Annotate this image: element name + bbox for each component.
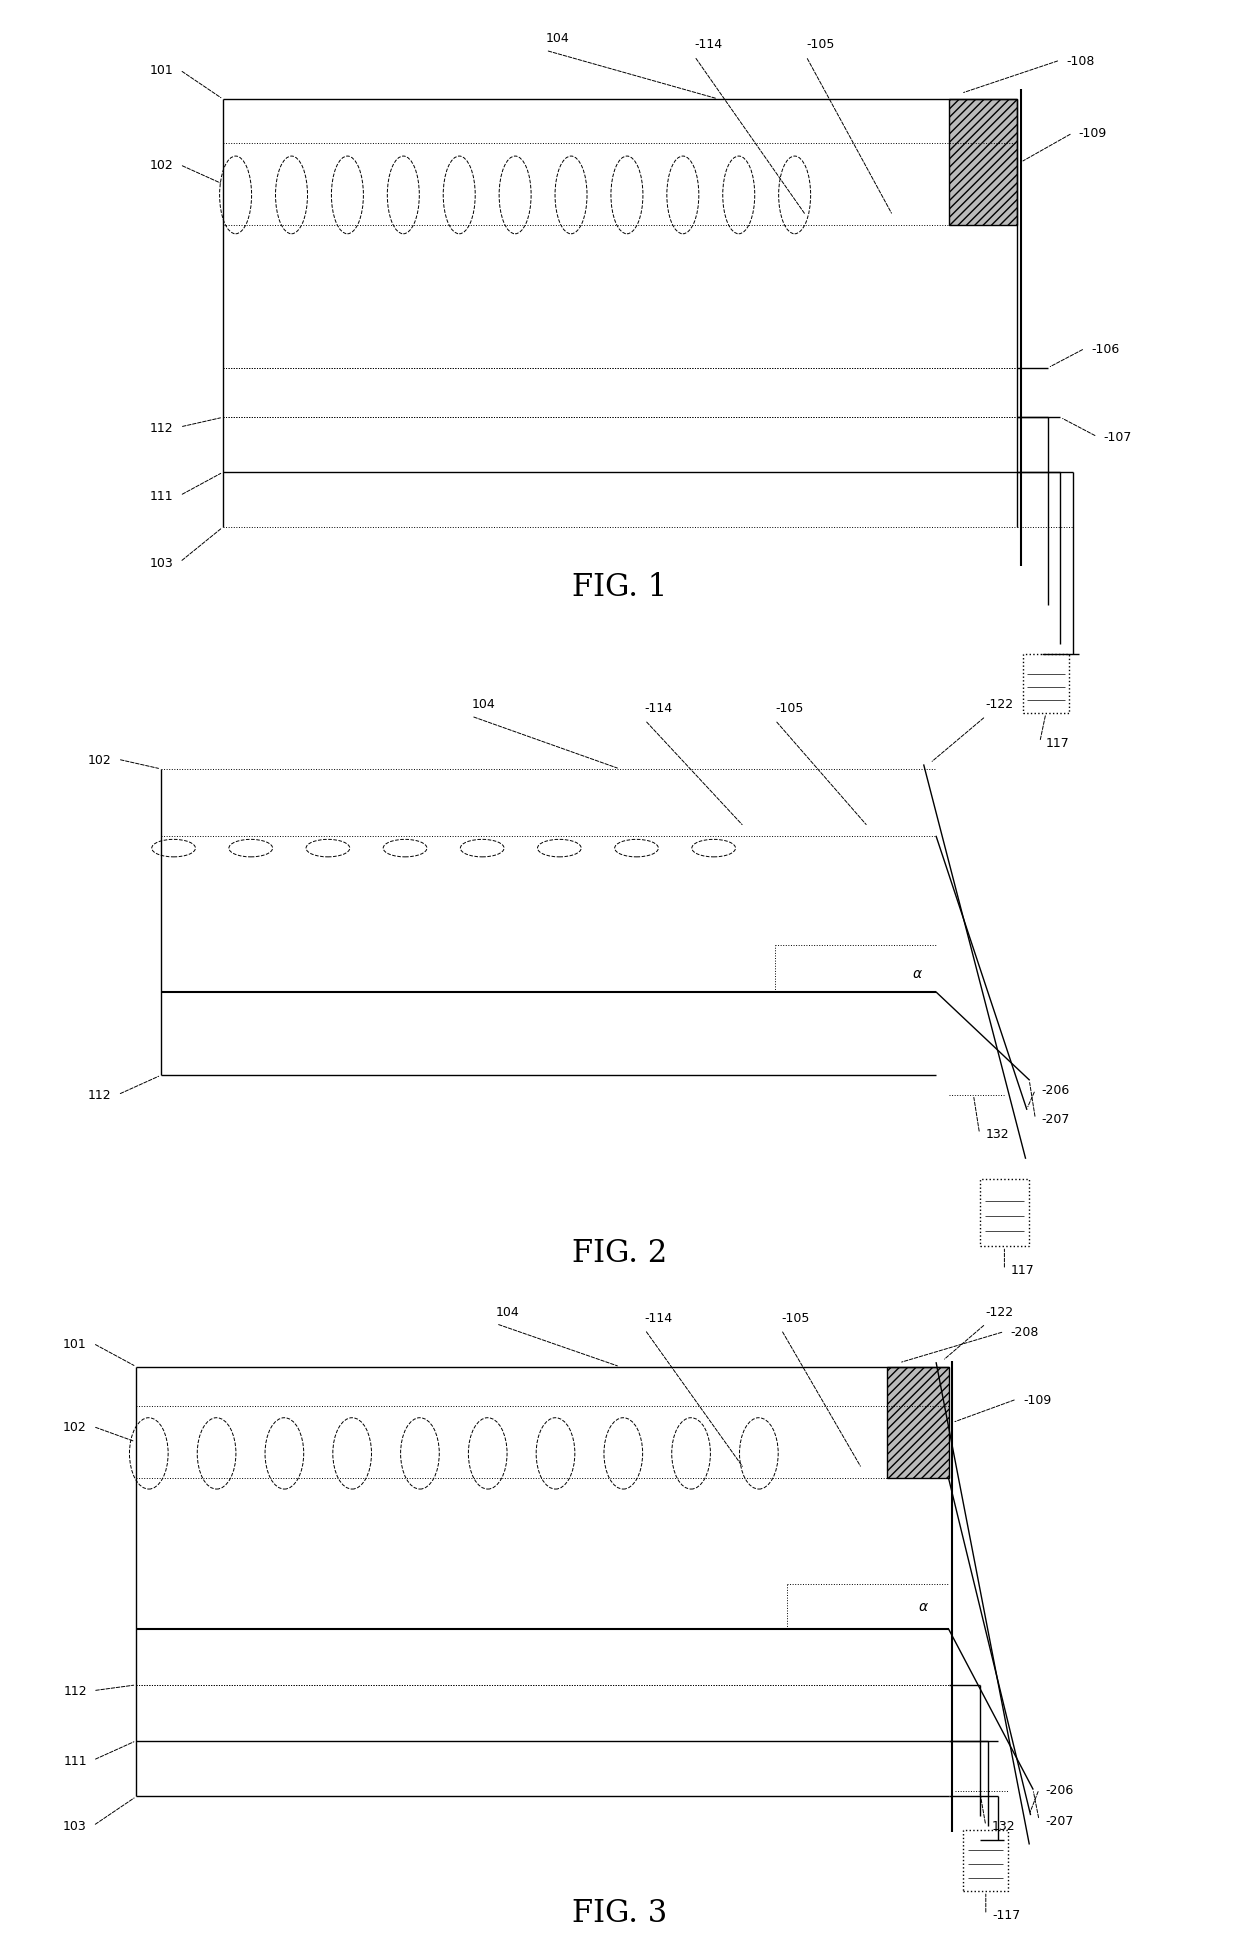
Text: -109: -109	[1079, 127, 1107, 141]
Text: 117: 117	[1045, 736, 1070, 750]
Text: -117: -117	[992, 1908, 1021, 1922]
Text: 117: 117	[1011, 1264, 1034, 1276]
Text: 132: 132	[986, 1127, 1009, 1141]
Text: 111: 111	[150, 489, 174, 503]
Text: $\alpha$: $\alpha$	[913, 967, 923, 980]
Text: 111: 111	[63, 1753, 87, 1767]
Text: -106: -106	[1091, 342, 1120, 356]
Text: -108: -108	[1066, 55, 1095, 68]
Text: $\alpha$: $\alpha$	[919, 1599, 929, 1613]
Text: 102: 102	[63, 1421, 87, 1433]
Text: -105: -105	[806, 39, 835, 51]
Text: -105: -105	[781, 1311, 810, 1325]
Text: FIG. 2: FIG. 2	[573, 1237, 667, 1268]
Text: 102: 102	[88, 753, 112, 767]
Text: -109: -109	[1023, 1393, 1052, 1405]
Text: 112: 112	[150, 421, 174, 434]
Text: 104: 104	[546, 33, 569, 45]
Text: FIG. 1: FIG. 1	[573, 571, 667, 603]
Text: -114: -114	[645, 703, 673, 714]
Text: 101: 101	[63, 1337, 87, 1350]
Text: 102: 102	[150, 159, 174, 172]
Text: -122: -122	[986, 699, 1014, 710]
Text: 112: 112	[63, 1685, 87, 1697]
Text: -208: -208	[1011, 1325, 1039, 1339]
Text: -207: -207	[1042, 1114, 1070, 1125]
Text: 103: 103	[150, 556, 174, 569]
Text: -107: -107	[1104, 431, 1132, 444]
Text: 132: 132	[992, 1820, 1016, 1832]
Text: -114: -114	[645, 1311, 673, 1325]
Text: 101: 101	[150, 65, 174, 78]
Bar	[887, 1368, 949, 1479]
Text: 104: 104	[471, 699, 495, 710]
Text: -122: -122	[986, 1305, 1014, 1319]
Text: FIG. 3: FIG. 3	[573, 1896, 667, 1928]
Text: 103: 103	[63, 1820, 87, 1832]
Text: -105: -105	[775, 703, 804, 714]
Bar	[949, 100, 1017, 227]
Bar	[963, 1830, 1008, 1890]
Text: 104: 104	[496, 1305, 520, 1319]
Text: 112: 112	[88, 1088, 112, 1102]
Text: -114: -114	[694, 39, 723, 51]
Text: -206: -206	[1042, 1084, 1070, 1096]
Text: -207: -207	[1045, 1814, 1074, 1828]
Bar	[980, 1180, 1029, 1247]
Bar	[1023, 656, 1069, 714]
Text: -206: -206	[1045, 1783, 1074, 1797]
